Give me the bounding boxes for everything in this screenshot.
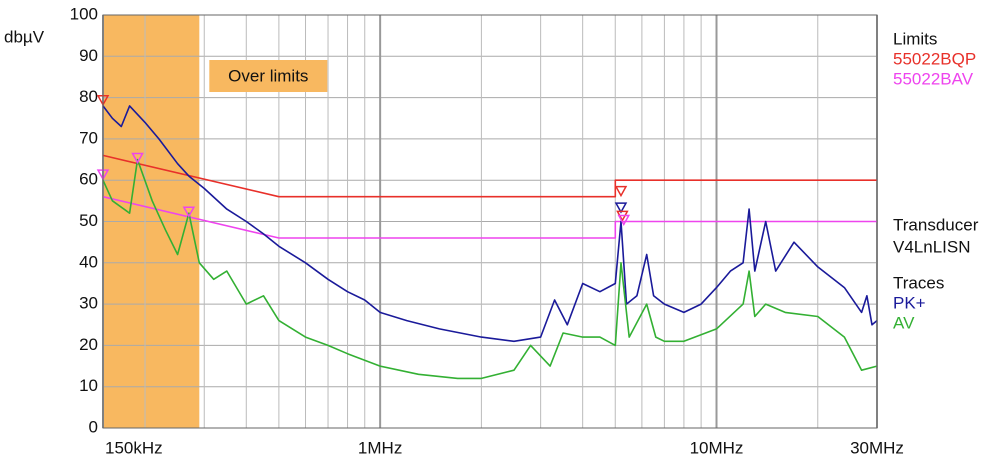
- y-tick-label: 100: [70, 4, 98, 23]
- marker: [617, 214, 631, 227]
- y-tick-label: 80: [79, 87, 98, 106]
- y-tick-label: 60: [79, 170, 98, 189]
- legend-title: Traces: [893, 273, 944, 292]
- legend-entry: 55022BQP: [893, 49, 976, 68]
- plot-border: [102, 14, 878, 429]
- annotation-text: Over limits: [228, 66, 308, 85]
- marker: [614, 185, 628, 198]
- y-tick-label: 20: [79, 335, 98, 354]
- legend-transducer: V4LnLISN: [893, 237, 971, 256]
- y-tick-label: 90: [79, 46, 98, 65]
- marker: [614, 202, 628, 214]
- y-tick-label: 70: [79, 128, 98, 147]
- y-axis-label: dbµV: [4, 27, 45, 46]
- annotation-box: [209, 60, 328, 92]
- x-tick-label: 10MHz: [690, 438, 744, 457]
- legend-entry: AV: [893, 313, 915, 332]
- x-tick-label: 30MHz: [850, 438, 904, 457]
- marker: [182, 206, 196, 218]
- y-tick-label: 0: [89, 417, 98, 436]
- x-tick-label: 150kHz: [105, 438, 163, 457]
- series-line: [102, 195, 877, 239]
- y-tick-label: 30: [79, 294, 98, 313]
- series-line: [102, 154, 877, 198]
- series-line: [102, 105, 878, 343]
- y-tick-label: 50: [79, 211, 98, 230]
- legend-entry: 55022BAV: [893, 69, 974, 88]
- y-tick-label: 40: [79, 252, 98, 271]
- legend-entry: PK+: [893, 293, 926, 312]
- x-tick-label: 1MHz: [358, 438, 402, 457]
- y-tick-label: 10: [79, 376, 98, 395]
- legend-title: Limits: [893, 29, 937, 48]
- marker: [131, 152, 144, 165]
- legend-title: Transducer: [893, 215, 979, 234]
- series-line: [102, 158, 878, 380]
